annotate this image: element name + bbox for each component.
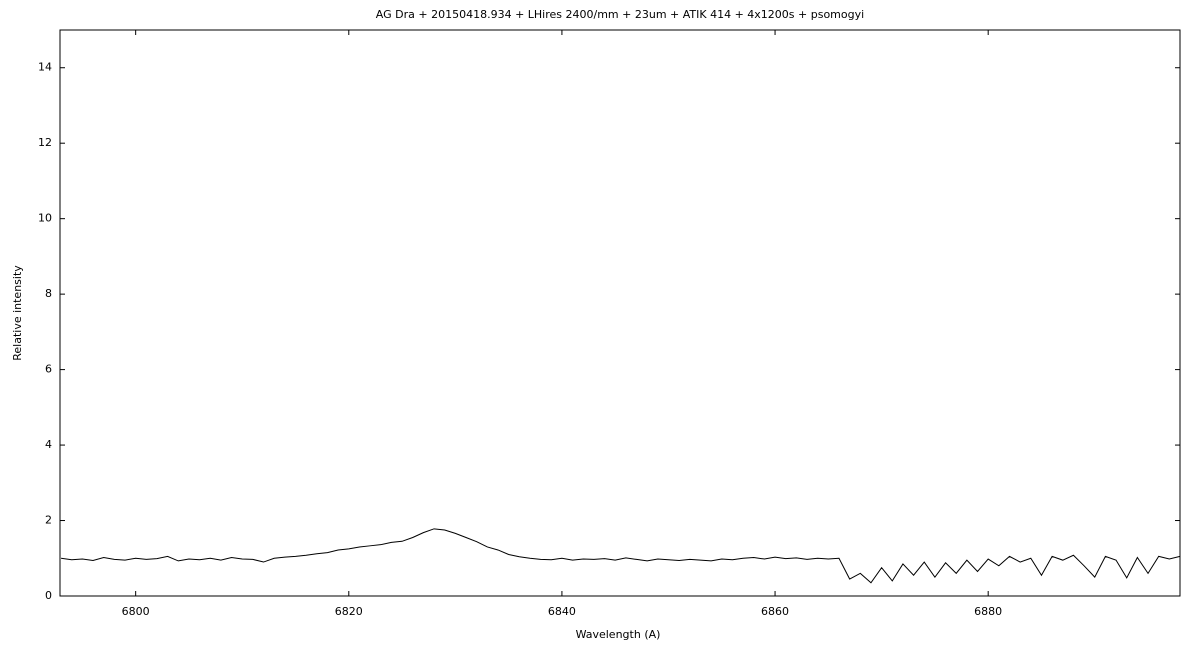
- spectrum-line: [60, 528, 1181, 584]
- chart-title: AG Dra + 20150418.934 + LHires 2400/mm +…: [376, 8, 864, 21]
- x-tick-label: 6820: [335, 605, 363, 618]
- x-axis-label: Wavelength (A): [576, 628, 661, 641]
- x-tick-label: 6840: [548, 605, 576, 618]
- x-tick-label: 6800: [122, 605, 150, 618]
- y-tick-label: 12: [38, 136, 52, 149]
- y-tick-label: 6: [45, 363, 52, 376]
- plot-frame: [59, 29, 1181, 597]
- y-axis-label: Relative intensity: [11, 265, 24, 361]
- y-tick-label: 8: [45, 287, 52, 300]
- x-tick-label: 6860: [761, 605, 789, 618]
- y-tick-label: 14: [38, 61, 52, 74]
- y-tick-label: 10: [38, 212, 52, 225]
- y-tick-label: 4: [45, 438, 52, 451]
- y-tick-label: 0: [45, 589, 52, 602]
- x-tick-label: 6880: [974, 605, 1002, 618]
- y-tick-label: 2: [45, 514, 52, 527]
